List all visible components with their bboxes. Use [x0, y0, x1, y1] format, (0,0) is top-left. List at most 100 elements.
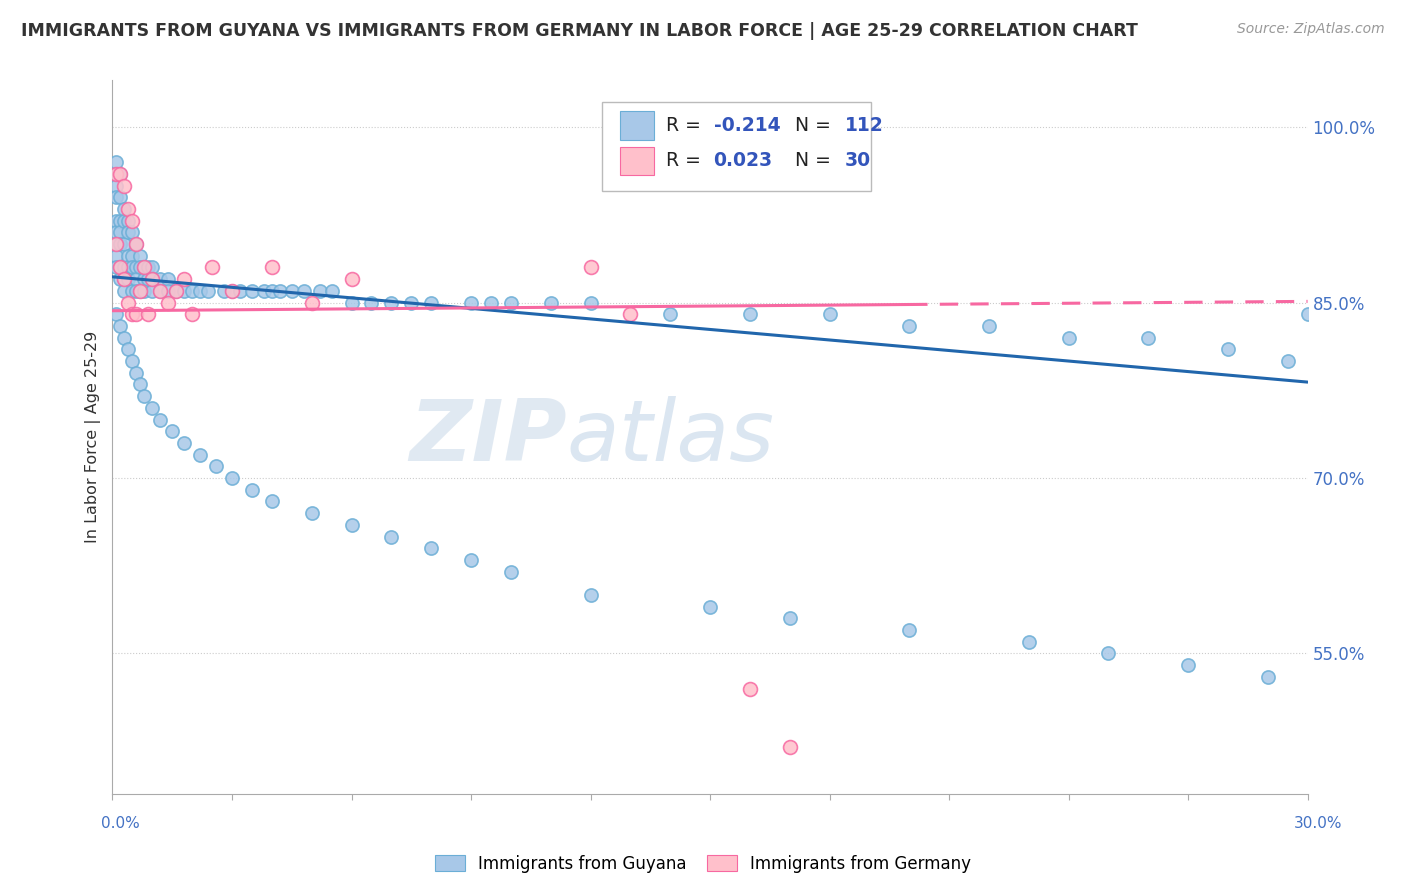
Point [114, 331, 135, 345]
Point [105, 237, 128, 252]
Point [281, 284, 304, 298]
Point [221, 284, 243, 298]
Point [149, 272, 172, 286]
Point [129, 249, 152, 263]
Point [125, 237, 148, 252]
Point [460, 553, 482, 567]
Point [321, 284, 343, 298]
Point [1137, 331, 1160, 345]
Point [105, 237, 128, 252]
Point [105, 178, 128, 193]
Point [898, 623, 921, 637]
Text: 0.023: 0.023 [714, 152, 773, 170]
Point [105, 155, 128, 169]
Point [479, 295, 502, 310]
Point [401, 295, 423, 310]
Point [212, 284, 235, 298]
Point [138, 272, 160, 286]
Point [699, 599, 721, 614]
Point [105, 167, 128, 181]
Point [499, 295, 522, 310]
Point [162, 424, 183, 438]
Point [779, 611, 801, 625]
Point [110, 237, 132, 252]
Point [420, 541, 443, 556]
Point [141, 272, 163, 286]
Point [308, 284, 330, 298]
Point [221, 471, 243, 485]
Text: -0.214: -0.214 [714, 116, 780, 135]
Point [110, 225, 132, 239]
Point [125, 366, 148, 380]
Point [360, 295, 382, 310]
Text: ZIP: ZIP [409, 395, 567, 479]
Point [201, 260, 224, 275]
Point [117, 295, 139, 310]
Point [134, 260, 156, 275]
Point [157, 295, 180, 310]
Point [110, 213, 132, 227]
Point [125, 237, 148, 252]
Point [898, 318, 921, 333]
Point [105, 260, 128, 275]
Point [173, 284, 195, 298]
Point [579, 588, 602, 602]
Point [340, 272, 363, 286]
Point [134, 389, 156, 403]
Point [117, 272, 139, 286]
Point [340, 517, 363, 532]
Legend: Immigrants from Guyana, Immigrants from Germany: Immigrants from Guyana, Immigrants from … [429, 848, 977, 880]
Point [240, 284, 263, 298]
Point [129, 260, 152, 275]
Text: N =: N = [783, 152, 837, 170]
Point [149, 284, 172, 298]
Point [1097, 647, 1119, 661]
Point [121, 213, 143, 227]
Point [818, 307, 841, 321]
FancyBboxPatch shape [620, 146, 654, 175]
Point [129, 284, 152, 298]
Point [121, 260, 143, 275]
Point [117, 202, 139, 216]
Point [779, 740, 801, 755]
Point [125, 307, 148, 321]
Point [110, 167, 132, 181]
Point [188, 448, 211, 462]
Point [134, 260, 156, 275]
Point [105, 167, 128, 181]
Point [165, 284, 187, 298]
Point [499, 565, 522, 579]
Point [460, 295, 482, 310]
Point [229, 284, 252, 298]
Point [1296, 307, 1319, 321]
Point [149, 412, 172, 426]
Point [205, 459, 228, 474]
Point [114, 202, 135, 216]
Point [260, 260, 283, 275]
Point [105, 249, 128, 263]
Point [141, 284, 163, 298]
Point [240, 483, 263, 497]
Point [157, 272, 180, 286]
Point [420, 295, 443, 310]
Point [1216, 343, 1239, 357]
Point [110, 167, 132, 181]
Point [141, 272, 163, 286]
Point [380, 295, 402, 310]
Point [110, 190, 132, 204]
Point [110, 318, 132, 333]
Point [619, 307, 641, 321]
Point [1057, 331, 1080, 345]
FancyBboxPatch shape [603, 102, 872, 191]
Point [125, 272, 148, 286]
Y-axis label: In Labor Force | Age 25-29: In Labor Force | Age 25-29 [86, 331, 101, 543]
Point [129, 377, 152, 392]
Point [165, 284, 187, 298]
Point [138, 307, 160, 321]
Point [110, 272, 132, 286]
Point [188, 284, 211, 298]
Text: Source: ZipAtlas.com: Source: ZipAtlas.com [1237, 22, 1385, 37]
Point [121, 249, 143, 263]
Point [121, 354, 143, 368]
Point [260, 494, 283, 508]
